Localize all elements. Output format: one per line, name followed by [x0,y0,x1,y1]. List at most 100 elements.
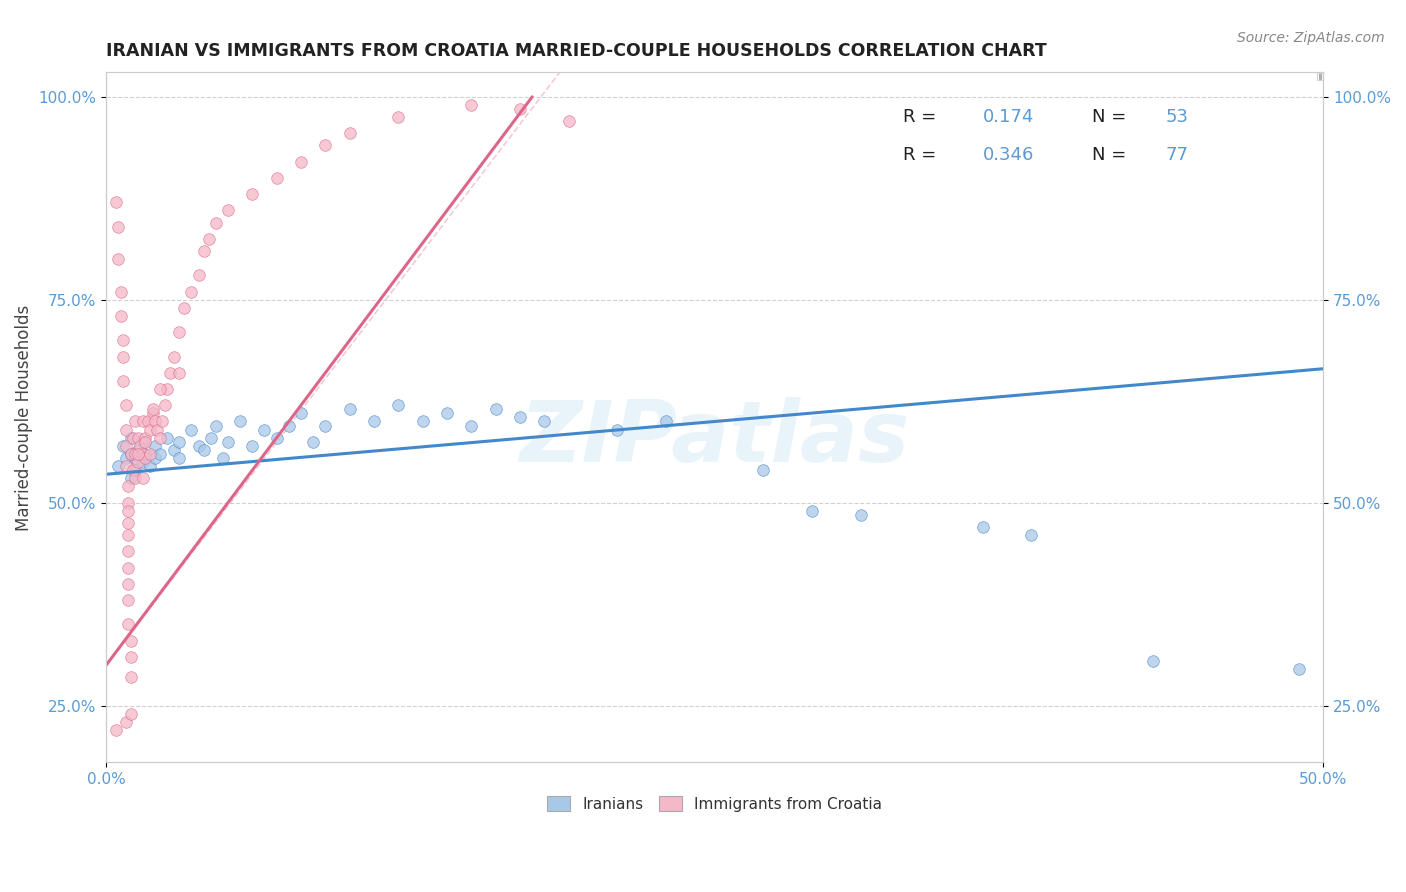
Y-axis label: Married-couple Households: Married-couple Households [15,304,32,531]
Point [159,366,181,380]
Point [204,216,226,230]
Point [120,670,142,684]
Point [134,431,156,445]
Text: R =: R = [904,108,942,127]
Point [314,138,336,153]
Point [122,463,145,477]
Point [132,447,155,461]
Point [193,442,215,457]
Point [117,544,139,558]
Point [107,219,129,234]
Point [141,402,163,417]
Point [1142,654,1164,668]
Point [136,415,159,429]
Point [606,423,628,437]
Point [114,450,136,465]
Point [112,350,135,364]
Point [277,418,299,433]
Point [139,447,162,461]
Point [156,431,179,445]
Point [127,447,149,461]
Point [132,471,155,485]
Point [127,442,149,457]
Point [363,415,385,429]
Point [105,195,128,210]
Point [169,366,191,380]
Point [124,415,146,429]
Point [117,593,139,607]
Point [107,459,129,474]
Point [117,516,139,530]
Point [156,382,179,396]
Point [117,504,139,518]
Text: 53: 53 [1166,108,1188,127]
Point [127,431,149,445]
Point [114,459,136,474]
Point [124,463,146,477]
Text: 0.346: 0.346 [983,146,1033,164]
Point [290,406,312,420]
Point [117,577,139,591]
Point [169,325,191,339]
Text: 0.174: 0.174 [983,108,1033,127]
Point [200,431,222,445]
Point [387,398,409,412]
Point [204,418,226,433]
Point [460,98,482,112]
Point [436,406,458,420]
Text: IRANIAN VS IMMIGRANTS FROM CROATIA MARRIED-COUPLE HOUSEHOLDS CORRELATION CHART: IRANIAN VS IMMIGRANTS FROM CROATIA MARRI… [107,42,1047,60]
Point [149,431,172,445]
Point [217,434,239,449]
Point [655,415,678,429]
Point [132,455,155,469]
Point [339,126,361,140]
Point [117,560,139,574]
Point [180,285,202,299]
Point [509,410,531,425]
Point [120,471,142,485]
Point [143,439,166,453]
Point [509,102,531,116]
Point [124,471,146,485]
Point [558,114,581,128]
Point [180,423,202,437]
Point [163,350,186,364]
Point [141,406,163,420]
Point [110,285,132,299]
Point [114,398,136,412]
Point [127,455,149,469]
Point [120,649,142,664]
Point [1019,528,1042,542]
Point [112,334,135,348]
Point [143,415,166,429]
Text: 77: 77 [1166,146,1188,164]
Point [134,434,156,449]
Point [114,714,136,729]
Point [122,431,145,445]
Point [139,423,162,437]
Point [972,520,994,534]
Text: ZIPatlas: ZIPatlas [520,397,910,480]
Point [105,723,128,737]
Point [132,415,155,429]
Point [129,439,152,453]
Point [533,415,555,429]
Point [110,309,132,323]
Point [387,110,409,124]
Text: N =: N = [1092,146,1132,164]
Point [217,203,239,218]
Point [240,187,263,202]
Legend: Iranians, Immigrants from Croatia: Iranians, Immigrants from Croatia [536,783,894,824]
Point [412,415,434,429]
Point [134,447,156,461]
Point [132,434,155,449]
Point [193,244,215,258]
Point [801,504,824,518]
Point [112,374,135,388]
Point [197,232,219,246]
Point [314,418,336,433]
Point [114,423,136,437]
Point [212,450,235,465]
Point [120,633,142,648]
Point [134,450,156,465]
